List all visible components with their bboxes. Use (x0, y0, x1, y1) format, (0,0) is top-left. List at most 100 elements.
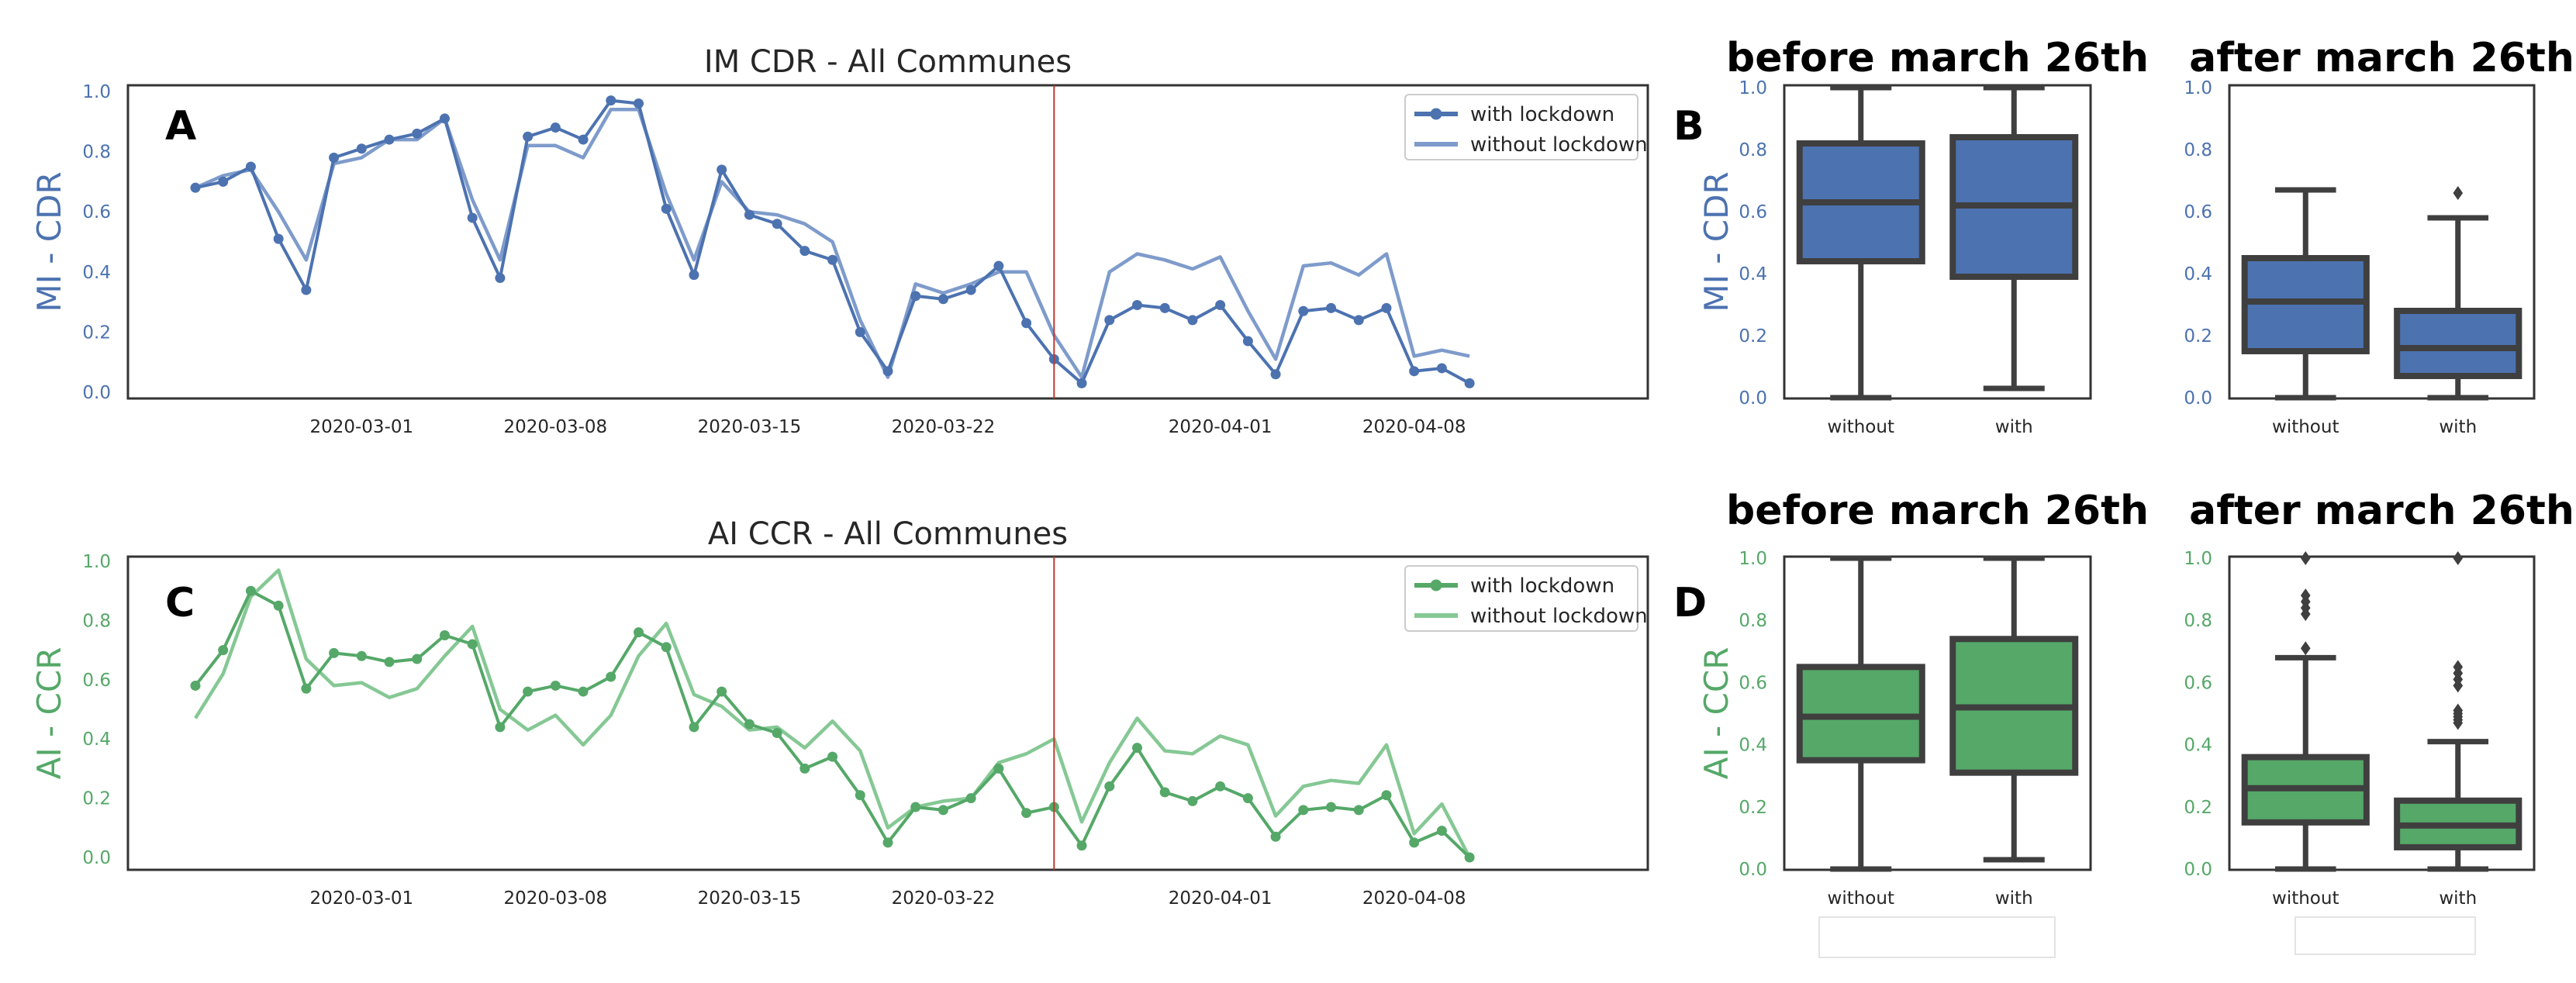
data-point (1242, 793, 1253, 804)
chart-title: AI CCR - All Communes (708, 516, 1068, 552)
data-point (190, 680, 201, 691)
plot-frame (126, 555, 1649, 871)
y-tick-label: 1.0 (82, 552, 111, 572)
data-point (827, 254, 838, 265)
box-title: after march 26th (2189, 35, 2574, 81)
y-tick-label: 0.2 (82, 789, 111, 809)
data-point (1159, 302, 1170, 313)
data-point (273, 600, 284, 611)
data-point (1464, 852, 1475, 863)
box-without (1796, 85, 1925, 401)
data-point (495, 722, 506, 733)
x-tick-label: 2020-03-22 (892, 888, 996, 909)
legend-marker (1430, 579, 1442, 592)
data-point (634, 627, 644, 638)
x-tick-label: 2020-04-01 (1169, 417, 1272, 437)
data-point (938, 294, 948, 305)
y-tick-label: 0.2 (1739, 326, 1767, 347)
outlier-point (2453, 660, 2464, 674)
y-tick-label: 0.4 (1739, 736, 1767, 756)
panel-c: 0.0 0.2 0.4 0.6 0.8 1.0 AI - CCR AI CCR - All C… (30, 516, 1649, 909)
data-point (827, 751, 838, 762)
data-point (1381, 790, 1392, 801)
y-tick-label: 0.8 (2184, 140, 2212, 160)
y-tick-label: 1.0 (1739, 78, 1767, 98)
data-point (799, 763, 810, 774)
data-point (218, 176, 229, 187)
box-with (1949, 555, 2079, 863)
data-point (1021, 808, 1032, 819)
data-point (1436, 363, 1447, 374)
box-without (1796, 555, 1925, 872)
panel-b: 0.0 0.2 0.4 0.6 0.8 1.0 MI - CDR before march 2… (1673, 35, 2149, 437)
data-point (439, 630, 450, 640)
data-point (1021, 318, 1032, 329)
plot-frame (2228, 555, 2536, 871)
y-tick-label: 0.2 (2184, 326, 2212, 347)
x-tick-label: 2020-03-15 (698, 417, 802, 437)
y-tick-label: 0.2 (2184, 798, 2212, 818)
data-point (855, 326, 865, 337)
data-point (993, 763, 1004, 774)
panel-a: 0.0 0.2 0.4 0.6 0.8 1.0 MI - CDR IM CDR - All C… (30, 44, 1649, 437)
data-point (606, 95, 616, 106)
box-with (2394, 186, 2522, 401)
y-tick-label: 0.4 (2184, 264, 2212, 285)
data-point (772, 219, 782, 229)
box-without (2241, 551, 2370, 872)
data-point (329, 152, 340, 163)
x-tick-label: with (2439, 888, 2477, 909)
data-point (1131, 743, 1142, 754)
data-point (1076, 378, 1087, 388)
data-point (1353, 805, 1364, 816)
panel-label: B (1673, 103, 1704, 150)
box-title: before march 26th (1726, 35, 2149, 81)
outlier-point (2453, 186, 2464, 200)
data-point (384, 134, 395, 145)
data-point (744, 209, 754, 220)
panel-label: C (165, 580, 195, 626)
data-point (245, 585, 256, 596)
y-tick-label: 0.8 (82, 143, 111, 163)
box-body (1796, 664, 1925, 764)
data-point (301, 683, 312, 694)
data-point (1326, 302, 1337, 313)
plot-frame (2228, 84, 2536, 400)
data-point (717, 686, 727, 697)
data-point (467, 639, 478, 650)
box-body (2394, 308, 2522, 379)
box-without (2241, 187, 2370, 401)
y-tick-label: 0.8 (1739, 611, 1767, 631)
data-point (965, 285, 976, 295)
data-point (1131, 299, 1142, 310)
data-point (1104, 315, 1115, 326)
x-tick-label: with (1995, 417, 2033, 437)
data-point (1298, 805, 1309, 816)
outlier-point (2453, 703, 2464, 718)
data-point (550, 680, 561, 691)
data-point (245, 161, 256, 172)
outlier-point (2300, 588, 2311, 603)
data-point (578, 134, 589, 145)
data-point (412, 128, 423, 139)
data-point (1187, 795, 1198, 806)
y-tick-label: 0.4 (2184, 736, 2212, 756)
data-point (1409, 837, 1420, 848)
legend-marker (1430, 108, 1442, 120)
box-with (1949, 85, 2079, 391)
y-tick-label: 0.0 (1739, 860, 1767, 880)
outlier-point (2300, 641, 2311, 656)
y-tick-label: 0.4 (82, 263, 111, 283)
x-tick-label: 2020-03-08 (504, 417, 608, 437)
panel-label: A (165, 103, 196, 150)
data-point (1326, 802, 1337, 812)
data-point (495, 273, 506, 284)
data-point (356, 650, 367, 661)
y-tick-label: 0.6 (82, 671, 111, 691)
data-point (439, 113, 450, 124)
data-point (523, 131, 534, 142)
panel-d: 0.0 0.2 0.4 0.6 0.8 1.0 AI - CCR before march 2… (1673, 488, 2149, 909)
y-tick-label: 0.0 (82, 848, 111, 868)
data-point (523, 686, 534, 697)
x-tick-label: with (2439, 417, 2477, 437)
